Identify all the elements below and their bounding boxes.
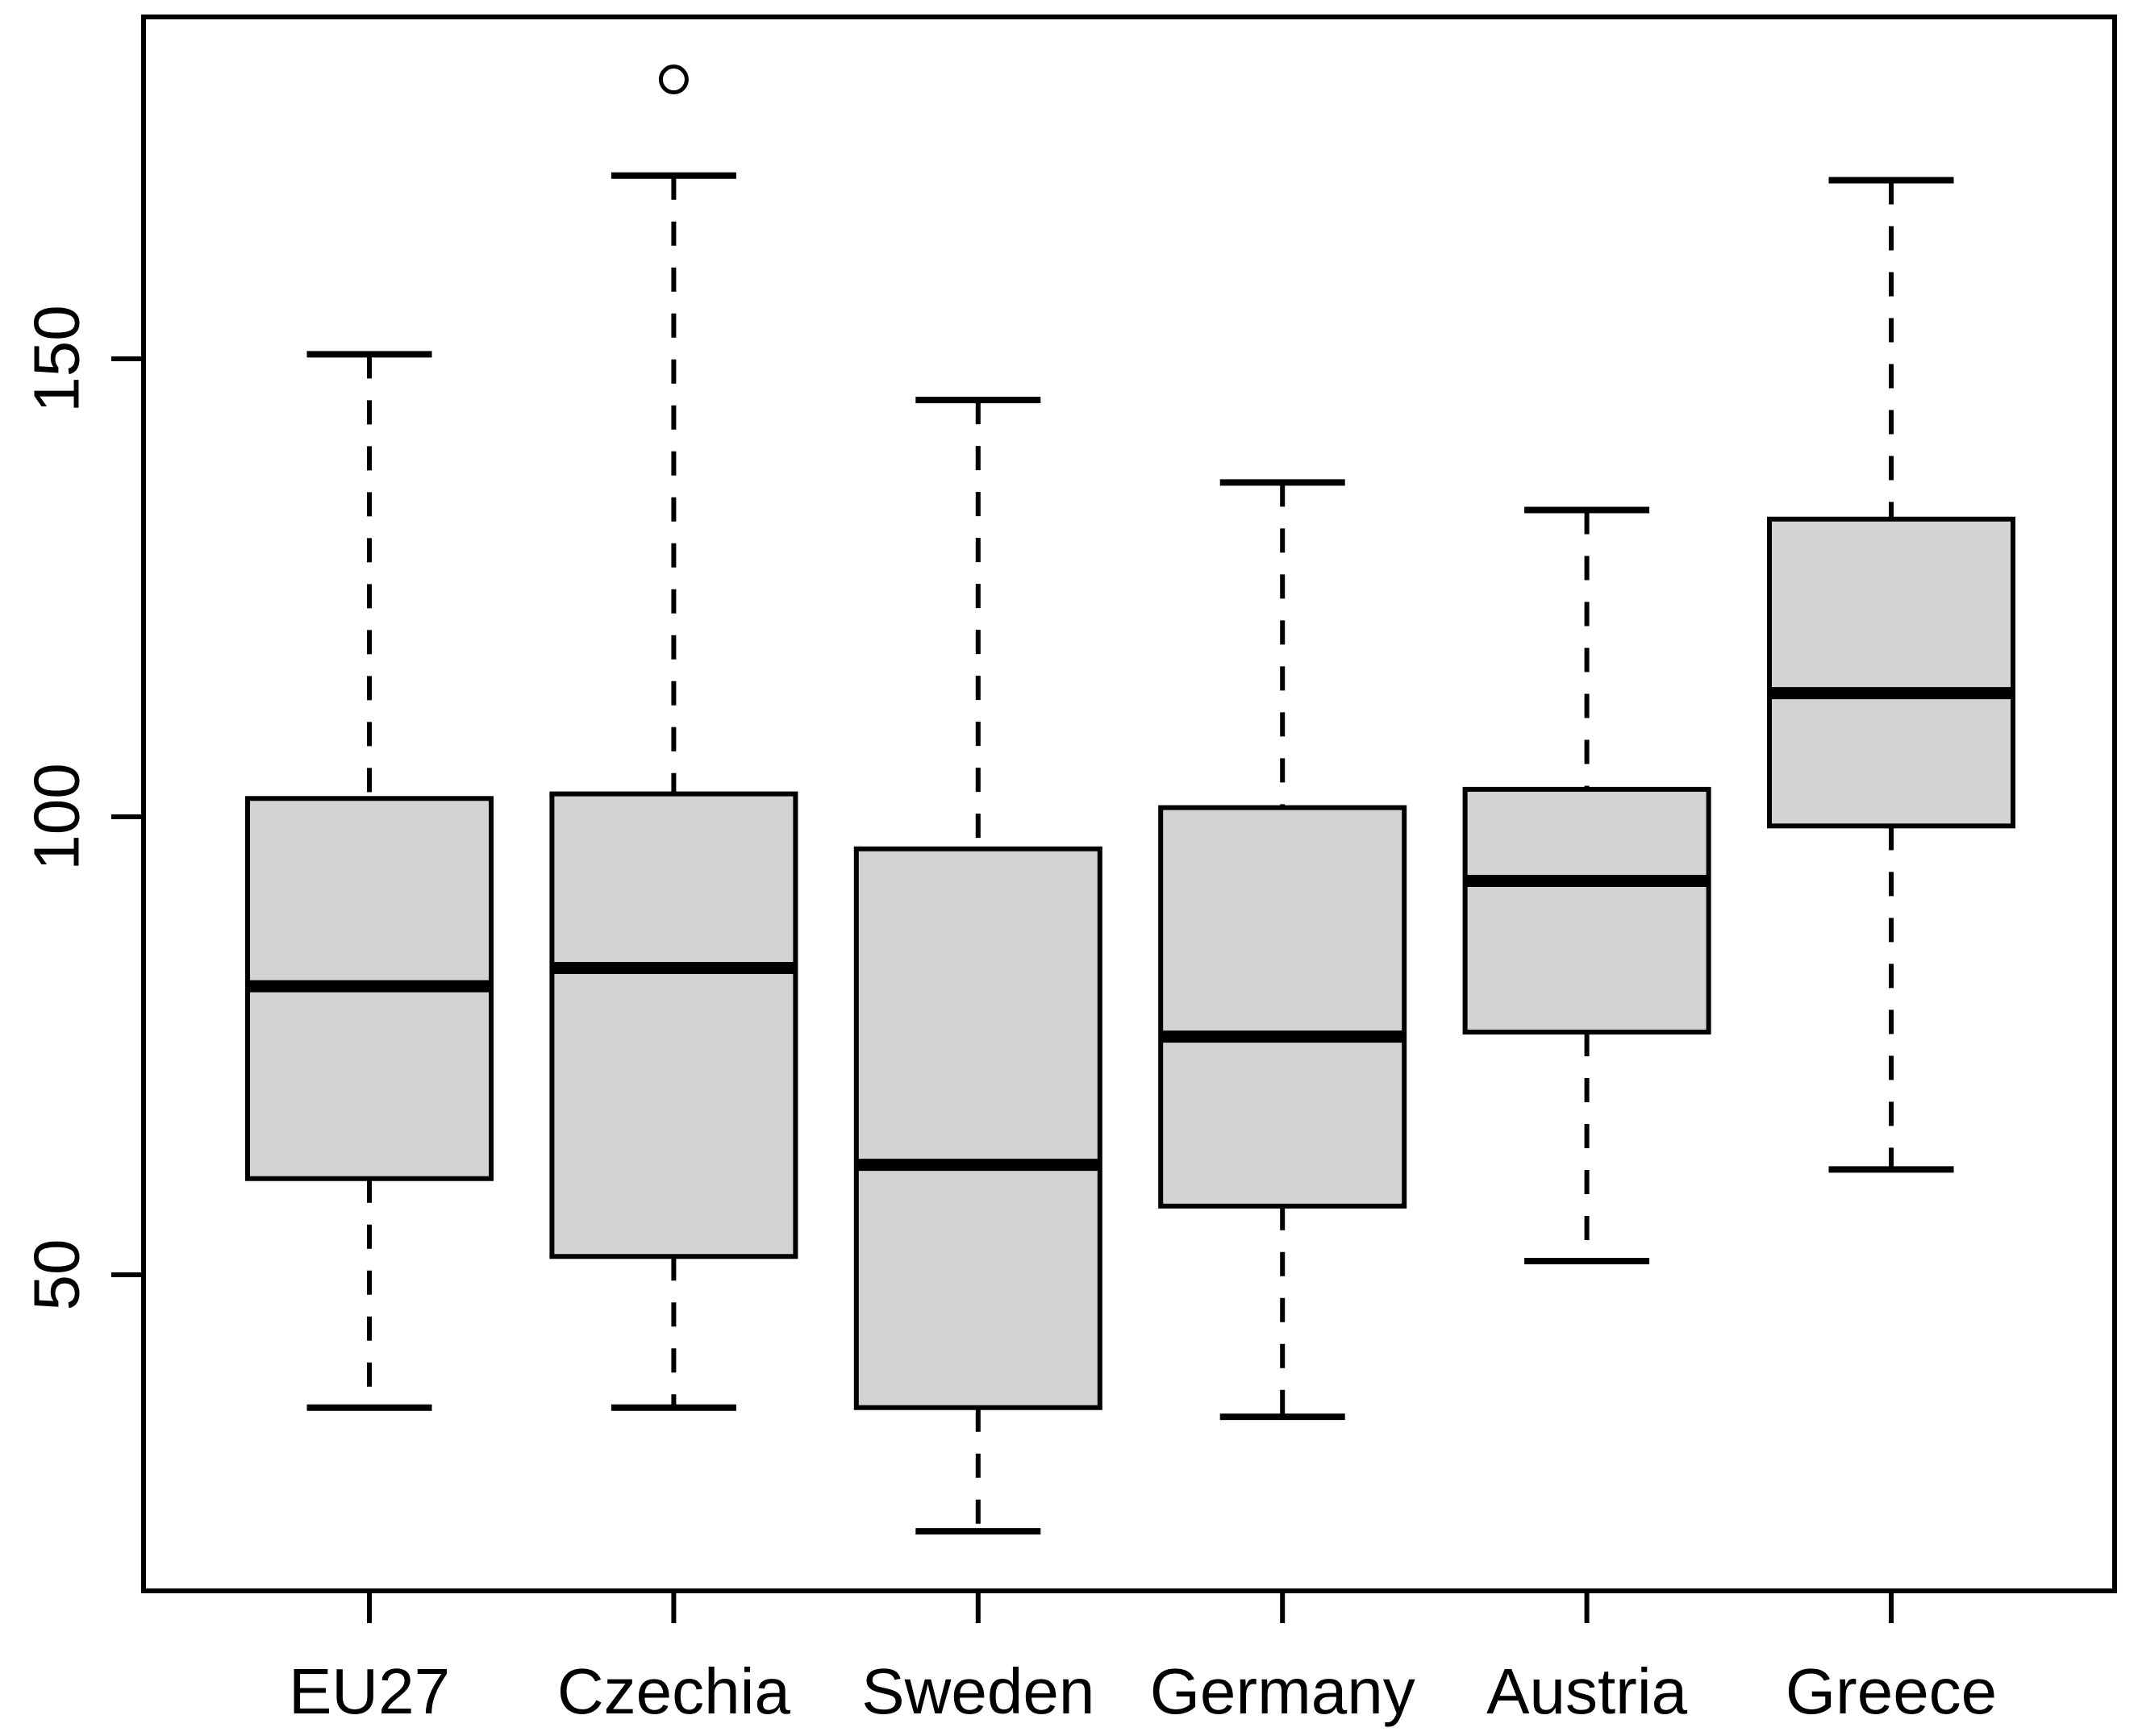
iqr-box-greece [1767, 516, 2015, 829]
x-label-eu27: EU27 [289, 1655, 450, 1727]
x-label-austria: Austria [1486, 1655, 1687, 1727]
y-tick-label-50: 50 [21, 1239, 93, 1311]
outlier-czechia-0 [658, 65, 689, 95]
iqr-box-austria [1462, 786, 1711, 1035]
plot-frame [141, 15, 2117, 1593]
x-label-sweden: Sweden [861, 1655, 1094, 1727]
iqr-box-czechia [549, 791, 798, 1259]
x-label-germany: Germany [1150, 1655, 1415, 1727]
y-tick-label-100: 100 [21, 763, 93, 870]
iqr-box-germany [1158, 805, 1407, 1209]
x-label-greece: Greece [1786, 1655, 1997, 1727]
x-label-czechia: Czechia [557, 1655, 791, 1727]
y-tick-label-150: 150 [21, 305, 93, 412]
iqr-box-sweden [853, 846, 1102, 1410]
